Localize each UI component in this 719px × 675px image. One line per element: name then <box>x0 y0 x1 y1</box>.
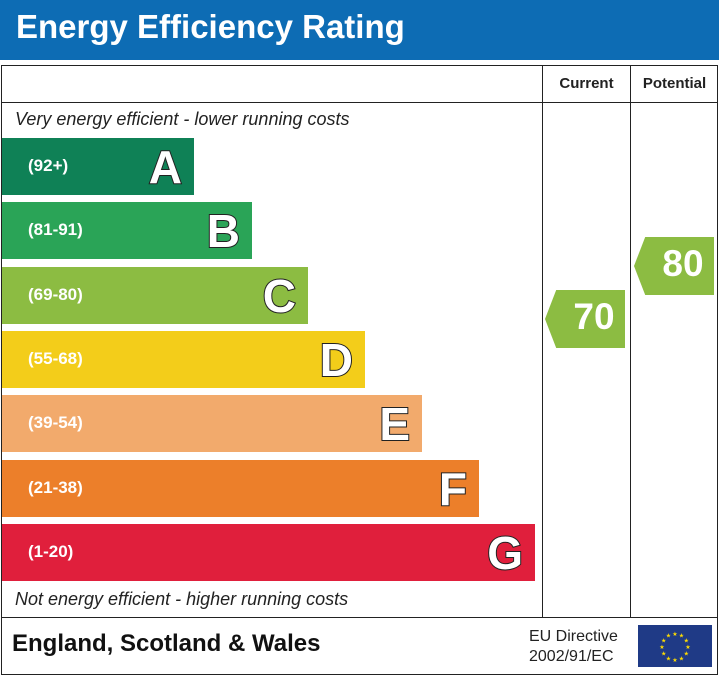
star-icon: ★ <box>666 655 671 662</box>
band-bar-e: (39-54) E <box>2 395 422 453</box>
page-title: Energy Efficiency Rating <box>16 8 405 45</box>
band-bar-a: (92+) A <box>2 138 194 195</box>
directive-line: EU Directive <box>529 628 618 645</box>
divider <box>542 65 543 618</box>
bottom-note: Not energy efficient - higher running co… <box>15 589 349 609</box>
divider <box>1 617 718 618</box>
star-icon: ★ <box>684 651 689 658</box>
star-icon: ★ <box>679 655 684 662</box>
star-icon: ★ <box>672 631 677 638</box>
star-icon: ★ <box>684 638 689 645</box>
band-range: (81-91) <box>28 220 83 240</box>
eu-directive: EU Directive 2002/91/EC <box>529 627 618 667</box>
star-icon: ★ <box>659 644 664 651</box>
band-letter: F <box>438 462 468 516</box>
star-icon: ★ <box>661 651 666 658</box>
current-rating-value: 70 <box>573 296 615 337</box>
band-letter: E <box>378 397 411 451</box>
band-bar-b: (81-91) B <box>2 202 252 260</box>
divider <box>1 102 718 103</box>
potential-rating-value: 80 <box>662 243 704 284</box>
star-icon: ★ <box>661 638 666 645</box>
band-bar-d: (55-68) D <box>2 330 365 388</box>
band-range: (55-68) <box>28 348 83 368</box>
top-note: Very energy efficient - lower running co… <box>15 109 350 129</box>
header-banner: Energy Efficiency Rating <box>0 0 719 60</box>
current-rating-arrow: 70 <box>545 290 625 348</box>
band-range: (69-80) <box>28 284 83 304</box>
directive-line: 2002/91/EC <box>529 648 614 665</box>
star-icon: ★ <box>672 657 677 664</box>
band-range: (21-38) <box>28 477 83 497</box>
star-icon: ★ <box>685 644 690 651</box>
band-bar-f: (21-38) F <box>2 459 479 517</box>
band-letter: A <box>148 140 183 194</box>
eu-flag-icon: ★★★★★★★★★ ★ ★★ <box>638 625 712 667</box>
band-letter: G <box>486 526 524 580</box>
band-range: (1-20) <box>28 541 74 561</box>
star-icon: ★ <box>679 633 684 640</box>
band-bar-g: (1-20) G <box>2 523 535 581</box>
star-icon: ★ <box>666 633 671 640</box>
band-letter: C <box>262 269 297 323</box>
band-range: (39-54) <box>28 413 83 433</box>
divider <box>630 65 631 618</box>
band-bar-c: (69-80) C <box>2 266 308 324</box>
potential-rating-arrow: 80 <box>634 237 714 295</box>
band-letter: D <box>319 333 354 387</box>
potential-column-header: Potential <box>642 75 707 92</box>
band-range: (92+) <box>28 156 69 175</box>
current-column-header: Current <box>559 75 614 92</box>
band-letter: B <box>206 204 241 258</box>
footer-region: England, Scotland & Wales <box>12 630 321 657</box>
